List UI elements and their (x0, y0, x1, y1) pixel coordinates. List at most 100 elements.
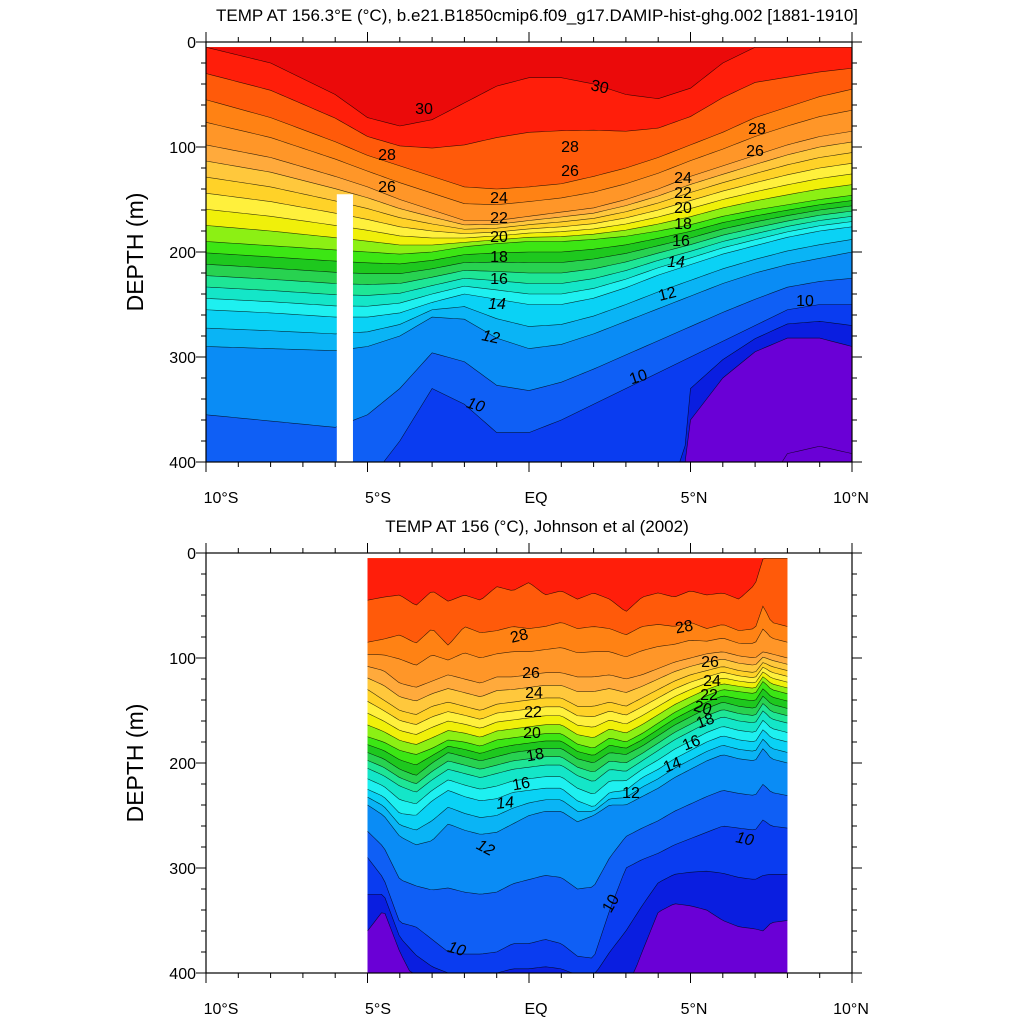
contour-label-10: 10 (796, 293, 814, 310)
contour-line (367, 729, 788, 816)
contour-fill-layer (367, 558, 788, 973)
x-tick-label: 5°S (365, 1001, 391, 1018)
contour-line (367, 703, 788, 784)
contour-labels: 30 30 28 28 28 26 26 26 24 24 22 22 20 2… (378, 77, 814, 416)
contour-line (367, 738, 788, 831)
contour-line (206, 239, 852, 335)
contour-band (367, 558, 788, 612)
contour-label-10: 10 (734, 829, 755, 849)
y-tick-label: 100 (169, 651, 196, 668)
contour-line (367, 719, 788, 804)
contour-line (367, 557, 788, 612)
contour-line (206, 221, 852, 307)
contour-line (367, 651, 788, 688)
contour-label-28: 28 (378, 147, 396, 164)
contour-line (206, 141, 852, 226)
x-axis: 10°S 5°S EQ 5°N 10°N (204, 1001, 869, 1018)
contour-line (206, 205, 852, 274)
contour-label-18: 18 (490, 249, 508, 266)
contour-line (367, 656, 788, 702)
contour-line (206, 200, 852, 265)
contour-line (206, 88, 852, 190)
contour-label-12: 12 (480, 327, 501, 347)
contour-line (367, 870, 788, 973)
contour-label-24: 24 (674, 170, 692, 187)
contour-label-30: 30 (415, 101, 433, 118)
panel-observed: TEMP AT 156 (°C), Johnson et al (2002) D… (122, 517, 869, 1018)
contour-line (206, 109, 852, 206)
contour-line (367, 666, 788, 725)
x-tick-label: 10°S (204, 490, 239, 507)
contour-label-20: 20 (674, 200, 692, 217)
contour-line (367, 681, 788, 755)
contour-label-14: 14 (667, 254, 685, 271)
contour-line (206, 184, 852, 246)
y-axis-label: DEPTH (m) (122, 704, 148, 823)
contour-line-layer (367, 557, 788, 973)
y-axis: 0 100 200 300 400 (169, 546, 196, 983)
contour-fill-layer (206, 47, 852, 462)
x-tick-label: 5°N (681, 490, 708, 507)
contour-line (367, 676, 788, 745)
contour-label-16: 16 (511, 775, 532, 795)
y-tick-label: 0 (187, 546, 196, 563)
contour-label-20: 20 (523, 725, 541, 742)
contour-label-28: 28 (674, 618, 695, 638)
contour-line (206, 277, 852, 428)
x-tick-label: EQ (524, 1001, 547, 1018)
contour-label-24: 24 (490, 190, 508, 207)
contour-line (367, 819, 788, 959)
contour-line (206, 152, 852, 230)
contour-line (206, 46, 852, 127)
contour-label-22: 22 (524, 704, 542, 721)
contour-line (206, 251, 852, 352)
contour-label-24: 24 (703, 673, 721, 690)
contour-line (206, 337, 852, 462)
contour-label-12: 12 (622, 785, 640, 802)
contour-line (367, 628, 788, 666)
contour-line-layer (206, 46, 852, 462)
contour-label-26: 26 (746, 143, 764, 160)
contour-labels: 28 28 26 26 24 24 22 22 20 20 18 18 16 1… (445, 618, 755, 961)
contour-label-14: 14 (661, 754, 684, 776)
y-tick-label: 400 (169, 966, 196, 983)
contour-line (367, 710, 788, 793)
contour-label-26: 26 (561, 163, 579, 180)
contour-label-22: 22 (674, 185, 692, 202)
contour-label-20: 20 (490, 229, 508, 246)
contour-line (367, 605, 788, 646)
contour-label-22: 22 (490, 210, 508, 227)
y-tick-label: 0 (187, 35, 196, 52)
contour-line (367, 903, 788, 973)
contour-label-18: 18 (694, 710, 717, 732)
y-tick-label: 400 (169, 455, 196, 472)
x-axis: 10°S 5°S EQ 5°N 10°N (204, 490, 869, 507)
contour-label-22: 22 (700, 687, 718, 704)
x-tick-label: EQ (524, 490, 547, 507)
contour-label-16: 16 (490, 271, 508, 288)
contour-label-10: 10 (599, 892, 623, 916)
x-tick-label: 5°N (681, 1001, 708, 1018)
contour-label-26: 26 (701, 654, 719, 671)
contour-label-14: 14 (495, 794, 515, 813)
contour-label-20: 20 (692, 698, 714, 719)
contour-line (206, 216, 852, 296)
contour-line (206, 67, 852, 149)
missing-data-band (336, 194, 353, 462)
chart-title: TEMP AT 156 (°C), Johnson et al (2002) (385, 517, 689, 536)
contour-line (206, 173, 852, 239)
contour-label-28: 28 (748, 121, 766, 138)
axis-ticks (196, 543, 862, 983)
contour-line (367, 671, 788, 735)
contour-band (206, 47, 852, 126)
y-tick-label: 100 (169, 140, 196, 157)
contour-line (367, 688, 788, 766)
contour-label-24: 24 (525, 685, 543, 702)
contour-label-18: 18 (674, 216, 692, 233)
axis-ticks (196, 32, 862, 472)
contour-label-18: 18 (525, 746, 546, 766)
contour-label-26: 26 (378, 179, 396, 196)
contour-line (367, 695, 788, 776)
